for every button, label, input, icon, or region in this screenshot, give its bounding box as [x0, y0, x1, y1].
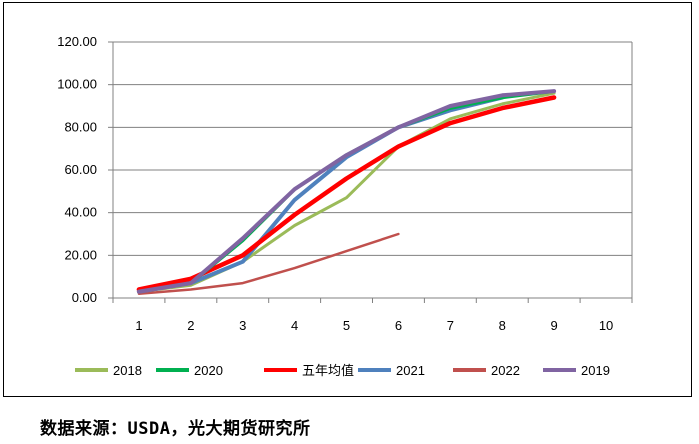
- legend-label: 2019: [581, 363, 610, 378]
- legend-label: 五年均值: [302, 363, 354, 378]
- x-tick-label: 3: [239, 318, 246, 333]
- series-line-2018: [137, 91, 556, 294]
- y-tick-label: 80.00: [64, 119, 97, 134]
- series-line-2019: [136, 89, 557, 294]
- y-tick-label: 120.00: [57, 34, 97, 49]
- series-layer: [136, 89, 557, 295]
- x-tick-label: 10: [599, 318, 613, 333]
- y-tick-label: 60.00: [64, 162, 97, 177]
- x-tick-label: 8: [499, 318, 506, 333]
- chart-frame: [3, 2, 692, 397]
- axis-layer: 0.00 20.00 40.00 60.00 80.00 100.00 120.00 1 2 3 4…: [57, 34, 633, 333]
- x-tick-label: 4: [291, 318, 298, 333]
- legend-label: 2021: [396, 363, 425, 378]
- y-tick-label: 0.00: [72, 290, 97, 305]
- x-tick-label: 9: [551, 318, 558, 333]
- legend-label: 2022: [491, 363, 520, 378]
- series-line-2020: [137, 89, 556, 294]
- source-note: 数据来源：USDA，光大期货研究所: [40, 419, 311, 439]
- legend-label: 2020: [194, 363, 223, 378]
- series-line-五年均值: [136, 95, 557, 292]
- y-tick-label: 100.00: [57, 77, 97, 92]
- legend: 2018 2020 五年均值 2021 2022 2019: [75, 363, 610, 378]
- x-tick-label: 1: [135, 318, 142, 333]
- x-tick-label: 6: [395, 318, 402, 333]
- x-tick-label: 2: [187, 318, 194, 333]
- x-tick-label: 7: [447, 318, 454, 333]
- legend-label: 2018: [113, 363, 142, 378]
- y-tick-label: 40.00: [64, 205, 97, 220]
- series-line-2022: [137, 232, 400, 295]
- x-tick-label: 5: [343, 318, 350, 333]
- y-tick-label: 20.00: [64, 247, 97, 262]
- line-chart: 0.00 20.00 40.00 60.00 80.00 100.00 120.00 1 2 3 4…: [57, 34, 633, 378]
- grid-layer: [113, 41, 633, 298]
